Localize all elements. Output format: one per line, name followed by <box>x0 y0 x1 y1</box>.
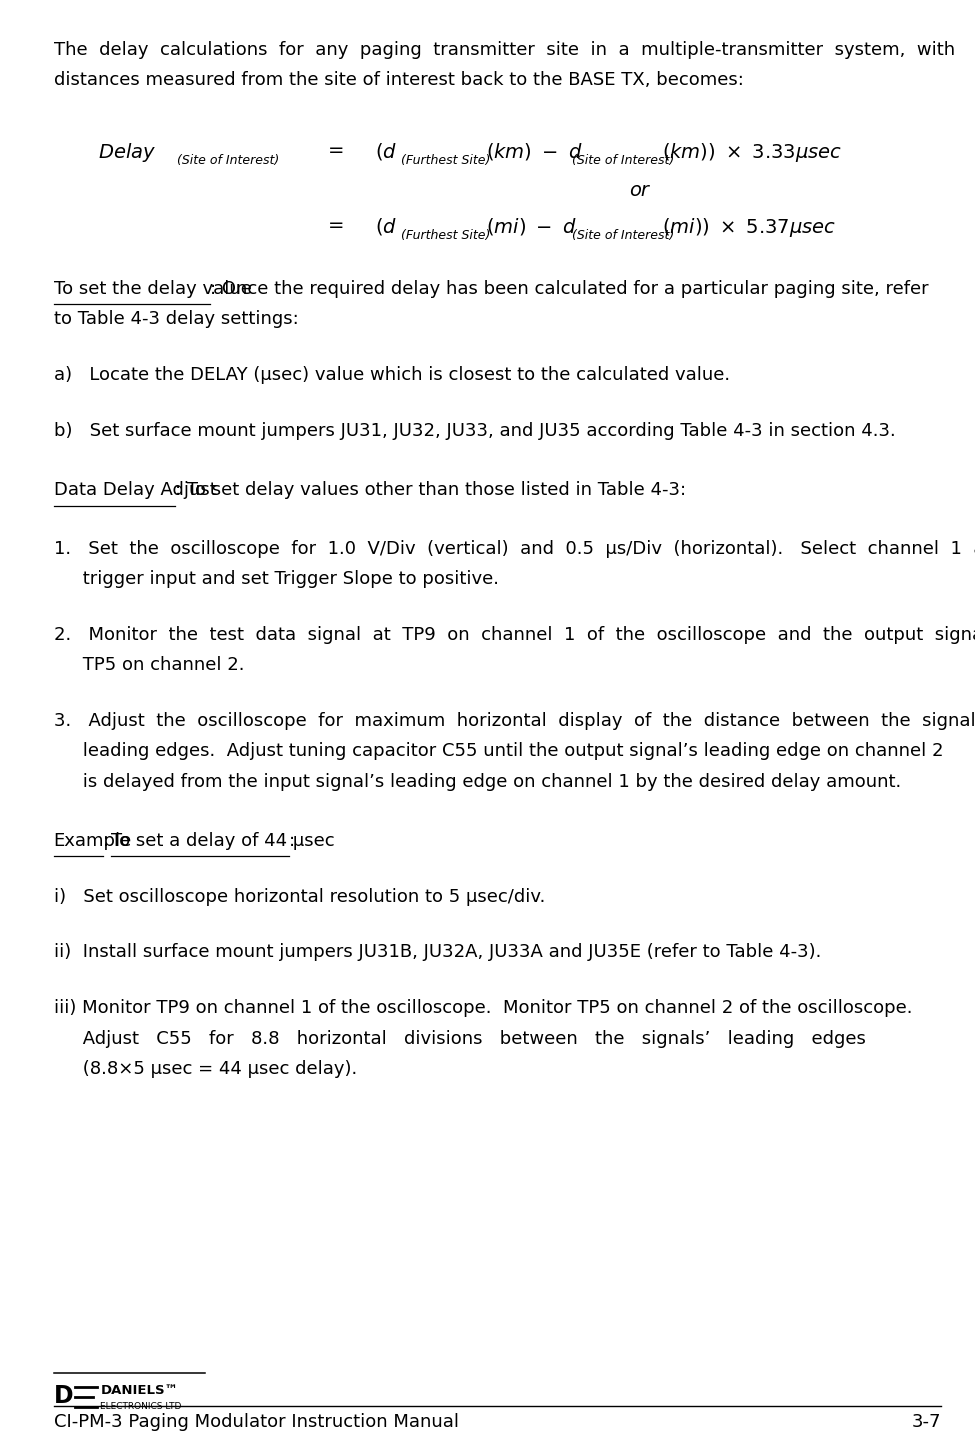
Text: To set the delay value: To set the delay value <box>54 279 252 298</box>
Text: =: = <box>329 141 344 160</box>
Text: 3.   Adjust  the  oscilloscope  for  maximum  horizontal  display  of  the  dist: 3. Adjust the oscilloscope for maximum h… <box>54 712 975 730</box>
Text: =: = <box>329 217 344 236</box>
Text: trigger input and set Trigger Slope to positive.: trigger input and set Trigger Slope to p… <box>54 570 498 587</box>
Text: $\mathit{(km))\ \times\ 3.33\mu sec}$: $\mathit{(km))\ \times\ 3.33\mu sec}$ <box>662 141 842 163</box>
Text: 3-7: 3-7 <box>912 1413 941 1431</box>
Text: b)   Set surface mount jumpers JU31, JU32, JU33, and JU35 according Table 4-3 in: b) Set surface mount jumpers JU31, JU32,… <box>54 422 895 439</box>
Text: ii)  Install surface mount jumpers JU31B, JU32A, JU33A and JU35E (refer to Table: ii) Install surface mount jumpers JU31B,… <box>54 944 821 961</box>
Text: or: or <box>629 182 648 201</box>
Text: Example: Example <box>54 832 132 849</box>
Text: :: : <box>290 832 295 849</box>
Text: $\mathit{(mi))\ \times\ 5.37\mu sec}$: $\mathit{(mi))\ \times\ 5.37\mu sec}$ <box>662 217 837 238</box>
Text: (Site of Interest): (Site of Interest) <box>177 154 280 167</box>
Text: : To set delay values other than those listed in Table 4-3:: : To set delay values other than those l… <box>175 481 685 499</box>
Text: DANIELS™: DANIELS™ <box>100 1384 178 1397</box>
Text: is delayed from the input signal’s leading edge on channel 1 by the desired dela: is delayed from the input signal’s leadi… <box>54 772 901 791</box>
Text: Data Delay Adjust: Data Delay Adjust <box>54 481 216 499</box>
Text: : Once the required delay has been calculated for a particular paging site, refe: : Once the required delay has been calcu… <box>211 279 929 298</box>
Text: The  delay  calculations  for  any  paging  transmitter  site  in  a  multiple-t: The delay calculations for any paging tr… <box>54 41 955 58</box>
Text: $\mathit{Delay}$: $\mathit{Delay}$ <box>98 141 156 163</box>
Text: (8.8×5 μsec = 44 μsec delay).: (8.8×5 μsec = 44 μsec delay). <box>54 1060 357 1077</box>
Text: (Site of Interest): (Site of Interest) <box>572 230 675 243</box>
Text: (Furthest Site): (Furthest Site) <box>401 230 490 243</box>
Text: TP5 on channel 2.: TP5 on channel 2. <box>54 656 244 675</box>
Text: Adjust   C55   for   8.8   horizontal   divisions   between   the   signals’   l: Adjust C55 for 8.8 horizontal divisions … <box>54 1029 866 1048</box>
Text: to Table 4-3 delay settings:: to Table 4-3 delay settings: <box>54 310 298 327</box>
Text: $\mathit{(mi)\ -\ d}$: $\mathit{(mi)\ -\ d}$ <box>486 217 576 237</box>
Text: iii) Monitor TP9 on channel 1 of the oscilloscope.  Monitor TP5 on channel 2 of : iii) Monitor TP9 on channel 1 of the osc… <box>54 999 913 1018</box>
Text: To set a delay of 44 μsec: To set a delay of 44 μsec <box>111 832 334 849</box>
Text: $\mathit{(d}$: $\mathit{(d}$ <box>375 141 398 161</box>
Text: :: : <box>103 832 115 849</box>
Text: i)   Set oscilloscope horizontal resolution to 5 μsec/div.: i) Set oscilloscope horizontal resolutio… <box>54 887 545 906</box>
Text: D: D <box>54 1384 73 1409</box>
Text: leading edges.  Adjust tuning capacitor C55 until the output signal’s leading ed: leading edges. Adjust tuning capacitor C… <box>54 743 943 760</box>
Text: distances measured from the site of interest back to the BASE TX, becomes:: distances measured from the site of inte… <box>54 71 744 89</box>
Text: $\mathit{(d}$: $\mathit{(d}$ <box>375 217 398 237</box>
Text: ELECTRONICS LTD: ELECTRONICS LTD <box>100 1402 181 1410</box>
Text: 1.   Set  the  oscilloscope  for  1.0  V/Div  (vertical)  and  0.5  μs/Div  (hor: 1. Set the oscilloscope for 1.0 V/Div (v… <box>54 539 975 558</box>
Text: (Site of Interest): (Site of Interest) <box>572 154 675 167</box>
Text: $\mathit{(km)\ -\ d}$: $\mathit{(km)\ -\ d}$ <box>486 141 582 161</box>
Text: 2.   Monitor  the  test  data  signal  at  TP9  on  channel  1  of  the  oscillo: 2. Monitor the test data signal at TP9 o… <box>54 625 975 644</box>
Text: (Furthest Site): (Furthest Site) <box>401 154 490 167</box>
Text: CI-PM-3 Paging Modulator Instruction Manual: CI-PM-3 Paging Modulator Instruction Man… <box>54 1413 458 1431</box>
Text: a)   Locate the DELAY (μsec) value which is closest to the calculated value.: a) Locate the DELAY (μsec) value which i… <box>54 366 729 384</box>
